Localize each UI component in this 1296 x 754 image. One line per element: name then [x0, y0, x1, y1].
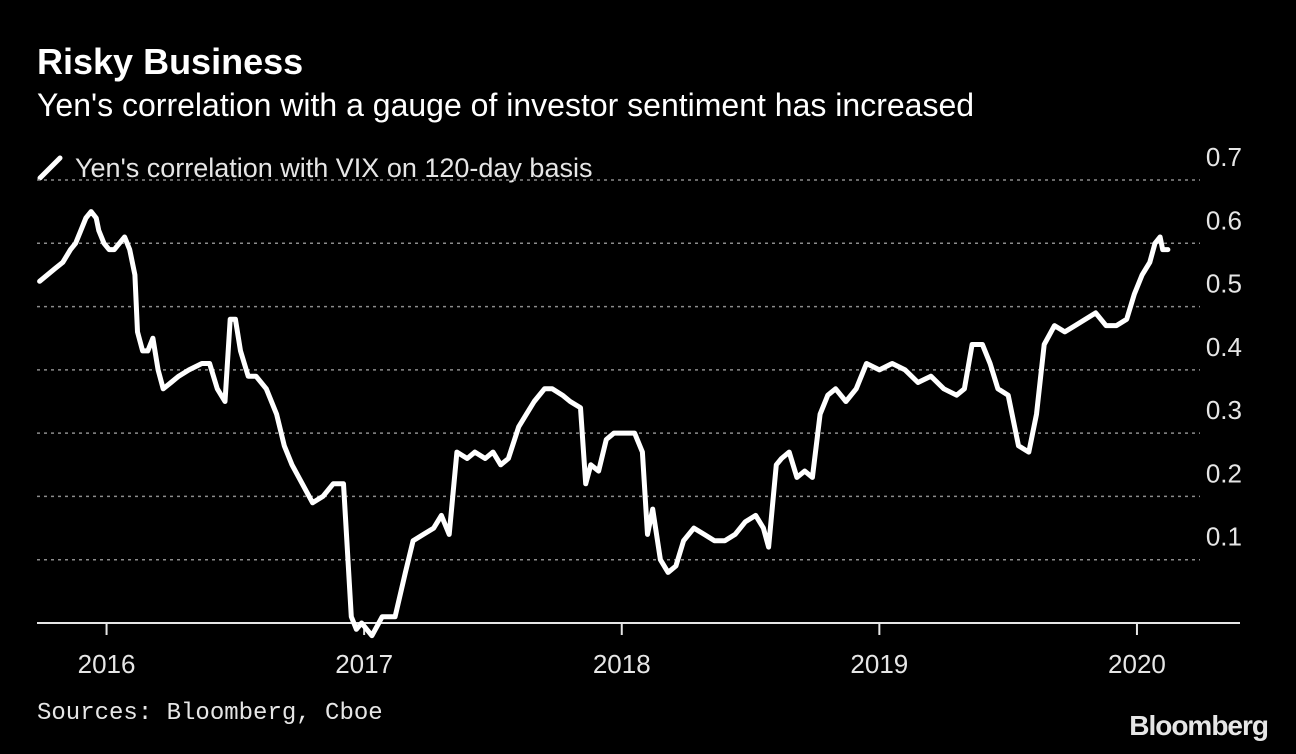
x-tick-label: 2018	[593, 649, 651, 679]
x-tick-label: 2016	[78, 649, 136, 679]
source-note: Sources: Bloomberg, Cboe	[37, 700, 383, 727]
legend-line-icon	[37, 155, 63, 181]
chart-title: Risky Business	[37, 41, 304, 82]
bloomberg-logo: Bloomberg	[1129, 710, 1269, 741]
legend-label: Yen's correlation with VIX on 120-day ba…	[75, 152, 593, 183]
y-tick-label: 0.4	[1206, 332, 1242, 362]
gridlines: 0.1 0.2 0.3 0.4 0.5 0.6 0.7	[37, 142, 1242, 561]
y-tick-label: 0.2	[1206, 458, 1242, 488]
x-axis: 2016 2017 2018 2019 2020	[37, 622, 1240, 679]
y-tick-label: 0.5	[1206, 269, 1242, 299]
y-tick-label: 0.7	[1206, 142, 1242, 172]
x-tick-label: 2020	[1108, 649, 1166, 679]
y-tick-label: 0.6	[1206, 205, 1242, 235]
legend: Yen's correlation with VIX on 120-day ba…	[37, 150, 592, 186]
x-tick-label: 2017	[335, 649, 393, 679]
x-tick-label: 2019	[850, 649, 908, 679]
series-line	[37, 209, 1171, 639]
chart-subtitle: Yen's correlation with a gauge of invest…	[37, 87, 975, 123]
series-layer	[37, 209, 1171, 639]
y-tick-label: 0.3	[1206, 395, 1242, 425]
y-tick-label: 0.1	[1206, 522, 1242, 552]
